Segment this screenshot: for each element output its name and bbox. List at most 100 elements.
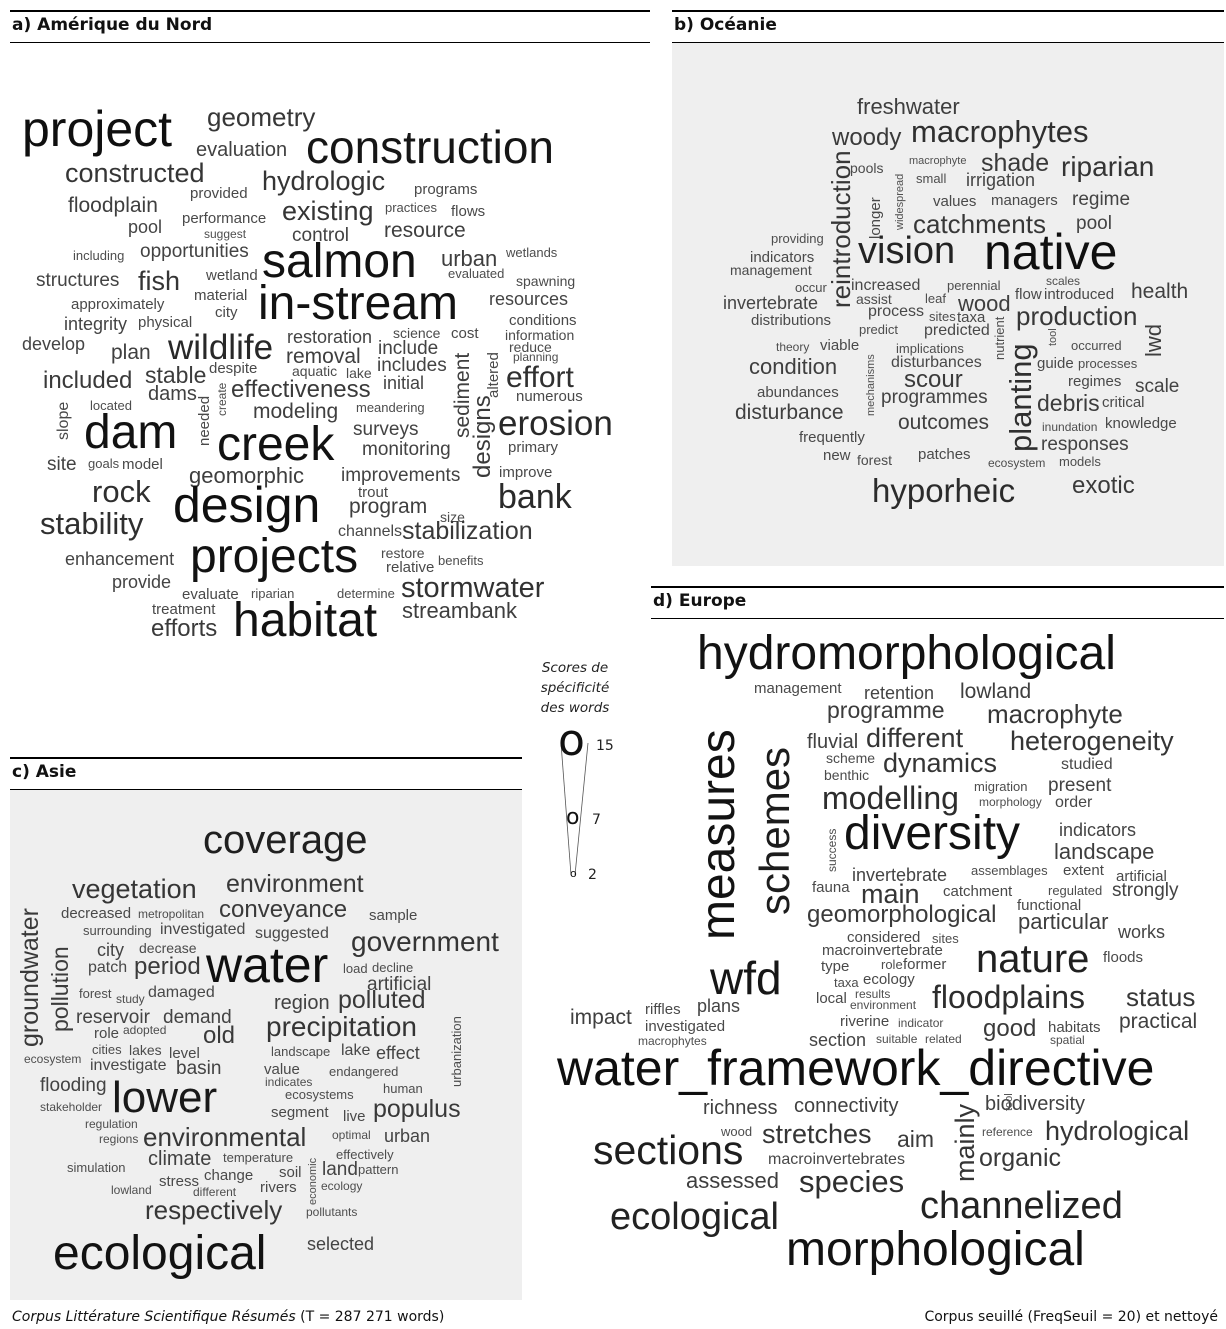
word: level [169,1045,200,1062]
footer-corpus: Corpus Littérature Scientifique Résumés … [12,1309,444,1325]
word: evaluated [448,266,505,281]
word: shade [981,149,1050,177]
panel-c-title: c) Asie [12,762,77,782]
word: initial [383,373,425,393]
legend-title-line1: Scores de [541,660,609,676]
word: taxa [957,309,986,326]
word-vertical: longer [867,197,884,239]
word: relative [386,559,435,576]
word: suggest [204,227,247,241]
word: reduce [509,339,552,355]
word: opportunities [140,241,249,262]
word: stress [159,1173,200,1190]
word: perennial [947,278,1001,293]
word: conditions [509,312,577,329]
word: environment [226,870,364,898]
legend-title-line3: des words [540,700,610,716]
word: segment [271,1104,329,1121]
word: goals [88,456,120,471]
word: investigated [160,921,246,938]
word: precipitation [266,1011,417,1042]
word: role [881,957,903,972]
word: wood [721,1124,753,1139]
word: wetlands [506,245,558,260]
word-vertical: success [825,828,839,872]
word: regime [1072,189,1131,210]
word: old [203,1022,236,1049]
word: indicators [750,249,815,266]
word: pool [128,217,163,237]
word: geomorphic [189,463,304,488]
word: science [393,325,441,341]
word: extent [1063,862,1104,879]
word: assessed [686,1168,779,1193]
word: artificial [367,974,432,995]
legend-marker-medium: o [566,805,580,830]
word: providing [771,231,824,246]
word: hydrologic [262,166,386,196]
word: indicators [1059,820,1137,840]
panel-a-title: a) Amérique du Nord [12,15,213,35]
word: physical [138,314,193,331]
word: include [378,338,439,359]
word: management [730,262,812,278]
word-vertical: lwd [1141,323,1166,357]
word: pollutants [306,1205,358,1219]
word: temperature [223,1150,294,1165]
word: patches [918,446,971,463]
word: populus [373,1095,461,1123]
word: lake [341,1042,371,1059]
word: sites [932,931,959,946]
word: frequently [799,429,865,446]
word: endangered [329,1064,399,1079]
word: floodplain [68,194,158,217]
word: damaged [148,984,215,1001]
word: scales [1046,274,1081,288]
word: riffles [645,1001,681,1018]
word: abundances [757,384,839,401]
word: soil [279,1164,302,1181]
word-vertical: economic [307,1157,319,1205]
word: value [264,1061,300,1078]
word: suggested [255,925,329,942]
word: irrigation [966,170,1036,190]
word: urban [441,246,498,271]
word: existing [282,196,374,226]
word-vertical: tool [1047,328,1059,346]
word: efforts [151,615,218,642]
word-vertical: schemes [751,746,798,915]
word: species [799,1164,905,1199]
word: lowland [111,1183,152,1197]
word: hydrological [1045,1116,1190,1146]
panel-d-header: d) Europe [651,586,1224,619]
word: period [134,953,201,980]
word: particular [1018,909,1109,934]
word: cost [451,325,479,342]
word: retention [864,683,935,703]
word: surveys [353,419,419,440]
word: city [215,304,238,321]
word: status [1126,982,1196,1012]
word: results [855,987,891,1001]
word: primary [508,439,559,456]
word: habitat [233,594,378,647]
word: dynamics [883,748,998,778]
word: numerous [516,388,583,405]
word: wood [958,291,1011,316]
legend-marker-small: o [570,867,577,880]
word: polluted [338,986,426,1014]
word-vertical: needed [196,395,213,446]
word: modeling [253,400,339,423]
word: heterogeneity [1010,726,1174,756]
word: organic [979,1144,1061,1172]
word: role [94,1025,120,1042]
word: constructed [65,158,205,188]
word: fauna [812,879,850,896]
word: effectiveness [231,376,371,403]
word: invertebrate [852,865,948,885]
word: resources [489,289,569,309]
word: flow [1015,286,1042,303]
panel-c-background [10,790,522,1300]
word: riparian [251,586,295,601]
panel-b-background [672,43,1224,566]
